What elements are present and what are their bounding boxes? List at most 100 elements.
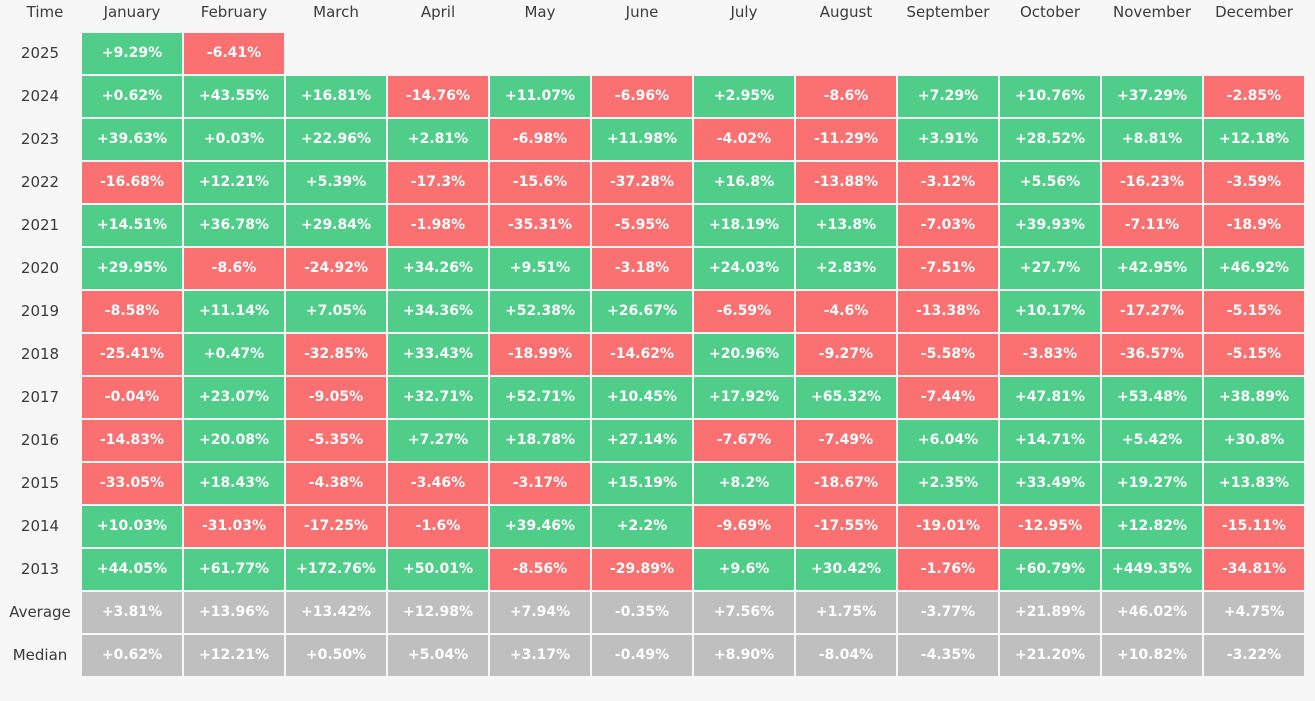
cell-2019-november: -17.27% — [1102, 291, 1202, 332]
cell-2016-september: +6.04% — [898, 420, 998, 461]
cell-2022-december: -3.59% — [1204, 162, 1304, 203]
cell-2019-december: -5.15% — [1204, 291, 1304, 332]
cell-2023-june: +11.98% — [592, 119, 692, 160]
cell-2023-july: -4.02% — [694, 119, 794, 160]
cell-2022-november: -16.23% — [1102, 162, 1202, 203]
cell-2016-april: +7.27% — [388, 420, 488, 461]
month-header-january: January — [103, 3, 161, 21]
cell-2013-may: -8.56% — [490, 549, 590, 590]
cell-2013-june: -29.89% — [592, 549, 692, 590]
time-column-header: Time — [26, 3, 64, 21]
cell-2023-december: +12.18% — [1204, 119, 1304, 160]
cell-2014-january: +10.03% — [82, 506, 182, 547]
cell-median-january: +0.62% — [82, 635, 182, 676]
cell-average-july: +7.56% — [694, 592, 794, 633]
cell-2018-february: +0.47% — [184, 334, 284, 375]
row-label-2016: 2016 — [20, 431, 60, 449]
cell-2018-november: -36.57% — [1102, 334, 1202, 375]
cell-median-february: +12.21% — [184, 635, 284, 676]
cell-2023-august: -11.29% — [796, 119, 896, 160]
cell-2024-may: +11.07% — [490, 76, 590, 117]
cell-2024-december: -2.85% — [1204, 76, 1304, 117]
cell-2014-november: +12.82% — [1102, 506, 1202, 547]
cell-2023-september: +3.91% — [898, 119, 998, 160]
row-label-2015: 2015 — [20, 474, 60, 492]
cell-2016-october: +14.71% — [1000, 420, 1100, 461]
month-header-may: May — [524, 3, 556, 21]
cell-2014-october: -12.95% — [1000, 506, 1100, 547]
cell-2020-may: +9.51% — [490, 248, 590, 289]
cell-2014-september: -19.01% — [898, 506, 998, 547]
month-header-july: July — [730, 3, 758, 21]
cell-2022-august: -13.88% — [796, 162, 896, 203]
cell-2022-may: -15.6% — [490, 162, 590, 203]
cell-2017-october: +47.81% — [1000, 377, 1100, 418]
cell-2016-june: +27.14% — [592, 420, 692, 461]
cell-2014-june: +2.2% — [592, 506, 692, 547]
cell-2016-august: -7.49% — [796, 420, 896, 461]
cell-2014-march: -17.25% — [286, 506, 386, 547]
row-label-2017: 2017 — [20, 388, 60, 406]
cell-2024-february: +43.55% — [184, 76, 284, 117]
month-header-march: March — [313, 3, 359, 21]
cell-2024-november: +37.29% — [1102, 76, 1202, 117]
cell-2016-march: -5.35% — [286, 420, 386, 461]
cell-2021-may: -35.31% — [490, 205, 590, 246]
cell-2015-july: +8.2% — [694, 463, 794, 504]
cell-2014-april: -1.6% — [388, 506, 488, 547]
cell-2017-december: +38.89% — [1204, 377, 1304, 418]
cell-2022-september: -3.12% — [898, 162, 998, 203]
cell-2019-august: -4.6% — [796, 291, 896, 332]
cell-2014-february: -31.03% — [184, 506, 284, 547]
cell-2017-november: +53.48% — [1102, 377, 1202, 418]
cell-2015-october: +33.49% — [1000, 463, 1100, 504]
cell-2025-february: -6.41% — [184, 33, 284, 74]
cell-2016-january: -14.83% — [82, 420, 182, 461]
cell-2015-june: +15.19% — [592, 463, 692, 504]
cell-2019-july: -6.59% — [694, 291, 794, 332]
cell-2014-august: -17.55% — [796, 506, 896, 547]
cell-2024-october: +10.76% — [1000, 76, 1100, 117]
cell-2017-march: -9.05% — [286, 377, 386, 418]
cell-median-april: +5.04% — [388, 635, 488, 676]
cell-2024-july: +2.95% — [694, 76, 794, 117]
cell-2023-january: +39.63% — [82, 119, 182, 160]
cell-2022-october: +5.56% — [1000, 162, 1100, 203]
cell-2020-april: +34.26% — [388, 248, 488, 289]
cell-2015-january: -33.05% — [82, 463, 182, 504]
cell-2021-february: +36.78% — [184, 205, 284, 246]
cell-2020-january: +29.95% — [82, 248, 182, 289]
cell-2018-august: -9.27% — [796, 334, 896, 375]
cell-2019-may: +52.38% — [490, 291, 590, 332]
cell-2013-july: +9.6% — [694, 549, 794, 590]
cell-2013-october: +60.79% — [1000, 549, 1100, 590]
cell-2020-february: -8.6% — [184, 248, 284, 289]
cell-2013-february: +61.77% — [184, 549, 284, 590]
cell-2023-may: -6.98% — [490, 119, 590, 160]
cell-2019-october: +10.17% — [1000, 291, 1100, 332]
cell-2020-july: +24.03% — [694, 248, 794, 289]
cell-2019-january: -8.58% — [82, 291, 182, 332]
cell-median-december: -3.22% — [1204, 635, 1304, 676]
cell-2018-june: -14.62% — [592, 334, 692, 375]
month-header-december: December — [1215, 3, 1293, 21]
cell-2018-may: -18.99% — [490, 334, 590, 375]
cell-average-january: +3.81% — [82, 592, 182, 633]
cell-2023-march: +22.96% — [286, 119, 386, 160]
cell-average-june: -0.35% — [592, 592, 692, 633]
cell-2022-june: -37.28% — [592, 162, 692, 203]
row-label-2020: 2020 — [20, 259, 60, 277]
cell-2013-september: -1.76% — [898, 549, 998, 590]
cell-2018-july: +20.96% — [694, 334, 794, 375]
cell-median-may: +3.17% — [490, 635, 590, 676]
cell-2016-february: +20.08% — [184, 420, 284, 461]
cell-2022-april: -17.3% — [388, 162, 488, 203]
cell-2016-december: +30.8% — [1204, 420, 1304, 461]
cell-2015-september: +2.35% — [898, 463, 998, 504]
cell-2022-january: -16.68% — [82, 162, 182, 203]
month-header-april: April — [420, 3, 456, 21]
cell-2013-march: +172.76% — [286, 549, 386, 590]
cell-2017-june: +10.45% — [592, 377, 692, 418]
cell-2014-december: -15.11% — [1204, 506, 1304, 547]
cell-2015-march: -4.38% — [286, 463, 386, 504]
